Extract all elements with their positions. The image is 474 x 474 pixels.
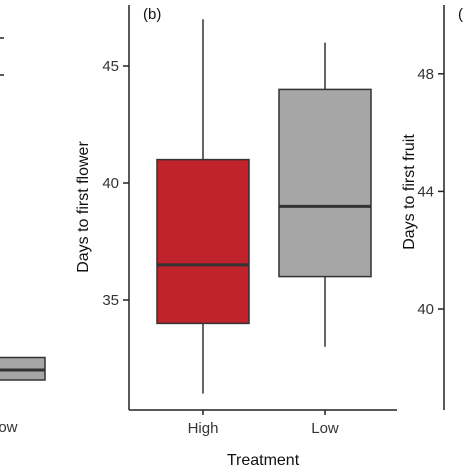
panel-b-ytick-label: 40: [102, 175, 119, 192]
panel-b-y-axis-label: Days to first flower: [75, 141, 92, 273]
panel-b-label: (b): [143, 6, 161, 23]
panel-b-box-high: [156, 158, 250, 325]
panel-b-box-low: [278, 88, 372, 278]
panel-b-xtick-label-low: Low: [311, 420, 339, 437]
panel-b-ytick-label: 35: [102, 292, 119, 309]
panel-c-ytick-label: 44: [417, 183, 434, 200]
panel-b-x-axis-label: Treatment: [227, 452, 300, 469]
panel-c-ytick-label: 48: [417, 66, 434, 83]
panel-c-ytick-label: 40: [417, 301, 434, 318]
panel-c-y-axis-label: Days to first fruit: [401, 134, 418, 250]
panel-a-xtick-low: Low: [0, 419, 18, 436]
panel-a: Low: [0, 37, 46, 436]
panel-b-ytick-label: 45: [102, 58, 119, 75]
panel-b-xtick-label-high: High: [188, 420, 219, 437]
panel-b: (b) Days to first flower Treatment 35 40 4…: [75, 5, 397, 469]
panel-c-label: (: [458, 6, 463, 23]
panel-c: ( Days to first fruit 40 44 48: [401, 5, 463, 410]
